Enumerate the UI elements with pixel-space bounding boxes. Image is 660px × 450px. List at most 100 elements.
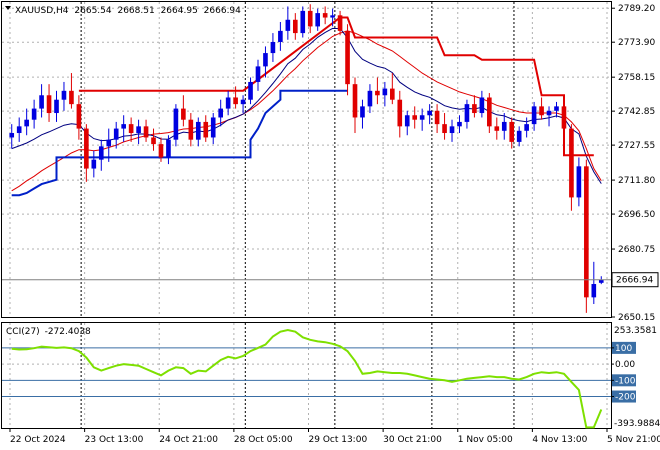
candle-body xyxy=(442,124,447,134)
candle-body xyxy=(524,124,529,131)
cci-grid xyxy=(2,323,611,428)
candle-body xyxy=(367,90,373,107)
cci-level-box xyxy=(612,341,636,354)
candle-body xyxy=(501,121,507,131)
candle-body xyxy=(225,97,231,109)
candle-body xyxy=(300,10,306,34)
candle-body xyxy=(248,81,253,100)
time-tick-label: 5 Nov 21:00 xyxy=(607,435,660,445)
candle-body xyxy=(158,144,164,158)
candle-body xyxy=(233,97,238,105)
price-axis: 2789.20 2773.90 2758.15 2742.85 2727.55 2711.… xyxy=(611,4,659,323)
price-tick-label: 2680.75 xyxy=(618,245,655,255)
candle-body xyxy=(9,133,15,138)
candle-body xyxy=(531,106,537,125)
collapse-triangle-icon[interactable] xyxy=(5,6,11,10)
candle-body xyxy=(322,13,328,18)
candle-body xyxy=(24,119,29,127)
cci-panel-frame xyxy=(1,322,612,429)
candle-body xyxy=(278,30,283,42)
candle-body xyxy=(218,108,223,118)
candle-body xyxy=(61,90,67,100)
time-tick-label: 23 Oct 13:00 xyxy=(85,435,144,445)
candle-body xyxy=(128,124,134,134)
candle-body xyxy=(412,115,418,120)
candle-body xyxy=(352,84,358,118)
cci-header: CCI(27) -272.4038 xyxy=(6,327,91,337)
time-tick-label: 28 Oct 05:00 xyxy=(234,435,293,445)
cci-tick-label: -200 xyxy=(615,393,636,403)
candle-body xyxy=(106,139,112,147)
symbol-label: XAUUSD xyxy=(15,6,53,16)
cci-level-box xyxy=(612,374,636,387)
cci-series xyxy=(11,328,603,429)
time-tick-label: 29 Oct 13:00 xyxy=(309,435,368,445)
candle-body xyxy=(16,126,22,134)
price-tick-label: 2711.80 xyxy=(618,176,655,186)
candle-body xyxy=(307,10,313,27)
candle-body xyxy=(113,128,119,140)
candle-body xyxy=(397,99,403,127)
candle-body xyxy=(554,106,559,111)
candle-body xyxy=(181,108,186,120)
time-tick-label: 30 Oct 21:00 xyxy=(383,435,442,445)
candle-body xyxy=(427,110,432,116)
timeframe-label: H4 xyxy=(56,6,69,16)
candle-body xyxy=(591,284,597,298)
time-tick-label: 4 Nov 13:00 xyxy=(532,435,587,445)
candle-body xyxy=(576,166,582,198)
candle-body xyxy=(375,90,380,96)
current-price-box xyxy=(611,272,659,288)
candle-body xyxy=(360,106,365,118)
candle-body xyxy=(91,159,97,169)
cci-axis: 100 0.00 -100 -200 253.3581 -393.9884 xyxy=(611,326,660,429)
candle-body xyxy=(315,13,321,27)
candle-body xyxy=(516,130,522,142)
price-tick-label: 2650.15 xyxy=(618,313,655,323)
candle-body xyxy=(479,97,485,114)
ohlc-high: 2668.51 xyxy=(117,6,154,16)
cci-level-box xyxy=(612,390,636,403)
price-tick-label: 2789.20 xyxy=(618,4,655,14)
candle-body xyxy=(457,121,462,127)
price-tick-label: 2773.90 xyxy=(618,38,655,48)
candle-body xyxy=(382,88,388,96)
candle-body xyxy=(509,121,515,142)
time-tick-label: 22 Oct 2024 xyxy=(10,435,66,445)
candle-body xyxy=(69,90,74,105)
ohlc-close: 2666.94 xyxy=(204,6,241,16)
ohlc-open: 2665.54 xyxy=(74,6,111,16)
candle-body xyxy=(464,104,470,122)
candle-body xyxy=(255,66,261,82)
svg-text:XAUUSD,H4 2665.54: XAUUSD,H4 2665.54 2668.51 2664.95 2666.9… xyxy=(15,6,241,16)
current-price-label: 2666.94 xyxy=(616,276,653,286)
price-tick-label: 2727.55 xyxy=(618,141,655,151)
candle-body xyxy=(539,106,544,116)
candle-body xyxy=(434,110,440,125)
ohlc-low: 2664.95 xyxy=(161,6,198,16)
candle-body xyxy=(151,137,156,145)
candle-body xyxy=(203,121,209,138)
cci-tick-label: 0.00 xyxy=(615,360,635,370)
candle-body xyxy=(584,166,589,298)
candle-body xyxy=(598,279,604,283)
candle-body xyxy=(337,15,343,31)
time-tick-label: 24 Oct 21:00 xyxy=(159,435,218,445)
candle-body xyxy=(195,121,201,140)
candle-body xyxy=(487,97,492,127)
candle-body xyxy=(270,41,276,54)
candle-body xyxy=(449,126,455,134)
symbol-header: XAUUSD,H4 2665.54 2668.51 2664.95 2666.9… xyxy=(5,6,241,16)
time-axis: 22 Oct 2024 23 Oct 13:00 24 Oct 21:00 28 Oc… xyxy=(9,428,660,445)
candle-body xyxy=(46,95,52,114)
price-panel-frame xyxy=(1,1,612,318)
candle-body xyxy=(404,115,410,127)
candle-body xyxy=(188,119,194,140)
candle-body xyxy=(345,30,350,85)
candle-body xyxy=(121,124,126,129)
cci-min-label: -393.9884 xyxy=(614,419,660,429)
candle-body xyxy=(143,126,149,138)
candle-body xyxy=(569,128,574,198)
price-grid xyxy=(2,2,611,317)
